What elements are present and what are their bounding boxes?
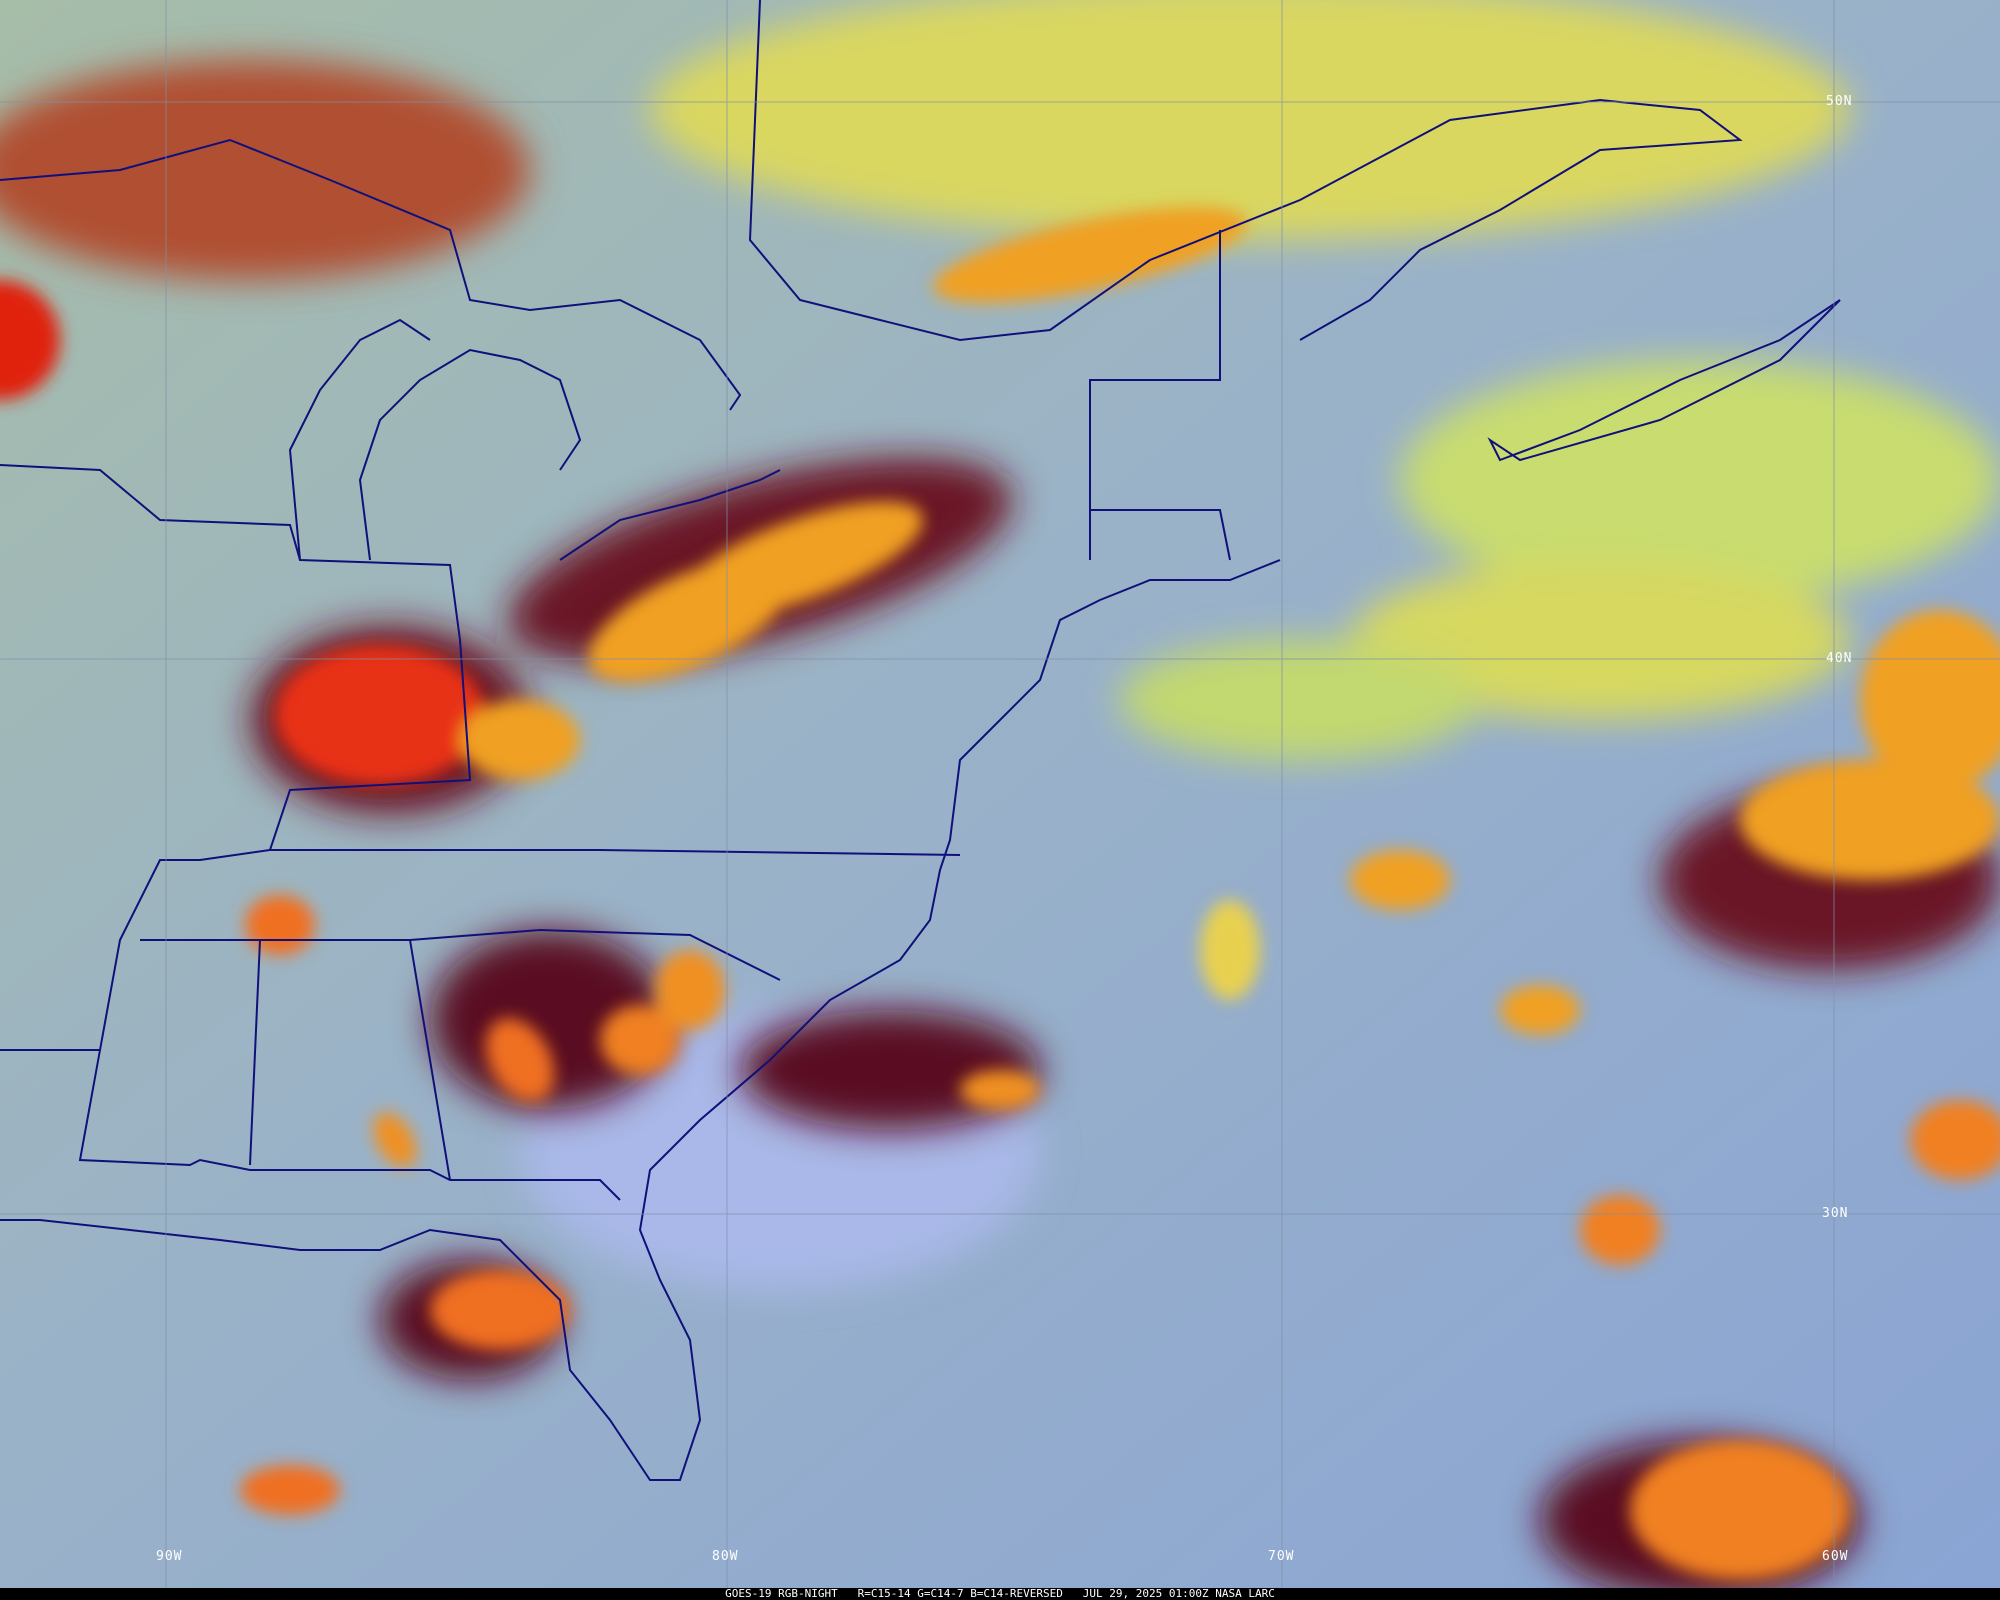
latitude-label-40n: 40N: [1826, 651, 1853, 666]
latitude-label-30n: 30N: [1822, 1206, 1849, 1221]
image-caption-bar: GOES-19 RGB-NIGHT R=C15-14 G=C14-7 B=C14…: [0, 1588, 2000, 1600]
longitude-label-60w: 60W: [1822, 1549, 1849, 1564]
longitude-label-90w: 90W: [156, 1549, 183, 1564]
latitude-label-50n: 50N: [1826, 94, 1853, 109]
convective-clouds: [0, 207, 2000, 1580]
longitude-label-80w: 80W: [712, 1549, 739, 1564]
coastlines-and-borders: [0, 0, 1841, 1481]
longitude-label-70w: 70W: [1268, 1549, 1295, 1564]
